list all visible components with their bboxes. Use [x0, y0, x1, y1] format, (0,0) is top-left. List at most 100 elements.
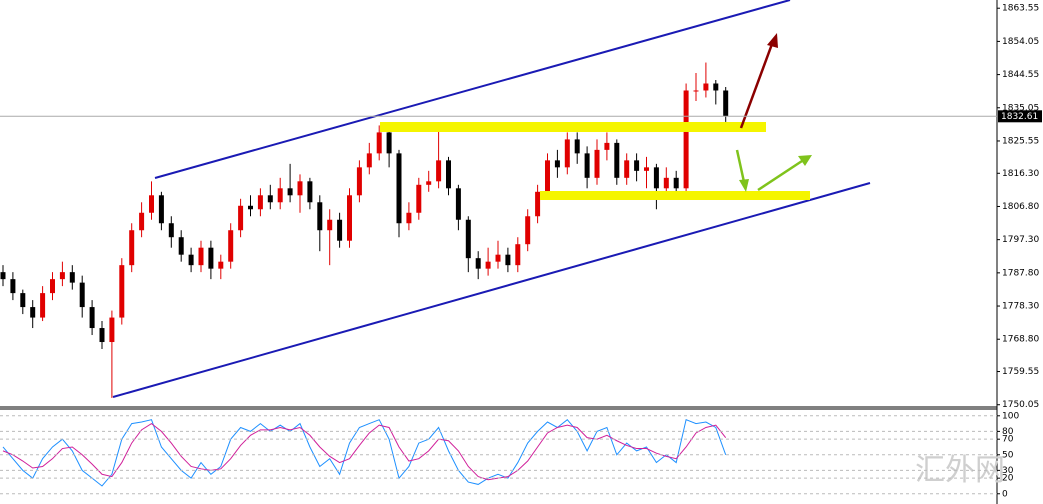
candle-body [545, 160, 550, 192]
candle-body [535, 191, 541, 217]
y-tick-label: 1759.55 [1002, 367, 1039, 377]
candle-body [703, 83, 709, 91]
candle-body [584, 153, 590, 178]
arrow-head [739, 179, 749, 192]
candle-body [713, 83, 719, 91]
channel-lower [112, 182, 871, 398]
candle-body [495, 254, 501, 262]
candle-body [40, 293, 46, 318]
oscillator-line [2, 422, 727, 481]
candle-body [624, 160, 630, 178]
candle-body [79, 282, 85, 308]
y-tick-label: 1844.55 [1002, 70, 1039, 80]
candle-body [505, 254, 511, 266]
y-tick-label: 1806.80 [1002, 202, 1039, 212]
candle-body [129, 230, 135, 266]
candle-body [396, 153, 402, 224]
oscillator [2, 419, 727, 487]
candle-body [574, 139, 580, 154]
candle-body [317, 202, 323, 231]
candle-body [89, 307, 95, 329]
y-tick-label: 1797.30 [1002, 235, 1039, 245]
candle-body [218, 261, 224, 269]
candle-body [139, 212, 145, 231]
candle-body [99, 328, 105, 343]
oscillator-line [2, 419, 727, 487]
candle-body [59, 272, 65, 280]
candle-body [168, 223, 174, 238]
y-tick-label: 100 [1002, 411, 1019, 421]
support-zone [540, 191, 810, 200]
y-tick-label: 0 [1002, 489, 1008, 499]
candle-body [455, 188, 461, 220]
arrow-up [739, 43, 774, 129]
y-tick-label: 50 [1002, 450, 1014, 460]
candle-body [594, 149, 600, 178]
candle-body [446, 160, 451, 189]
channel-upper [154, 0, 791, 179]
resistance-zone [380, 122, 766, 132]
candle-body [20, 293, 26, 308]
candle-body [327, 219, 333, 231]
candle-body [10, 279, 16, 294]
candle-body [426, 181, 432, 185]
candle-body [297, 181, 303, 196]
arrow-head [767, 33, 778, 48]
candle-body [347, 195, 352, 241]
y-tick-label: 70 [1002, 435, 1014, 445]
candle-body [188, 254, 194, 266]
arrow-head [798, 155, 812, 166]
y-tick-label: 1825.55 [1002, 136, 1039, 146]
candle-body [228, 230, 234, 262]
candle-body [257, 195, 263, 210]
candle-body [604, 142, 610, 150]
y-tick-label: 1768.80 [1002, 335, 1039, 345]
candle-body [267, 195, 273, 203]
candle-body [178, 237, 184, 255]
candle-body [614, 142, 620, 178]
candle-body [644, 167, 649, 171]
candle-body [287, 188, 293, 196]
candle-body [0, 272, 6, 280]
candle-body [416, 184, 422, 213]
candle-body [386, 132, 392, 154]
candle-body [663, 177, 669, 189]
candle-body [693, 90, 699, 92]
candle-body [525, 216, 531, 245]
candle-body [50, 279, 55, 294]
candle-body [248, 205, 253, 210]
candle-body [238, 205, 244, 231]
candle-body [30, 307, 36, 318]
candle-body [683, 90, 689, 189]
candle-body [406, 212, 412, 224]
y-tick-label: 80 [1002, 427, 1014, 437]
y-tick-label: 1854.05 [1002, 37, 1039, 47]
y-tick-label: 1863.55 [1002, 4, 1039, 14]
y-tick-label: 1835.05 [1002, 103, 1039, 113]
candle-body [356, 167, 362, 196]
candle-body [634, 160, 640, 171]
candle-body [69, 272, 75, 283]
y-tick-label: 1750.05 [1002, 400, 1039, 410]
candle-body [554, 160, 560, 168]
last-price-box [998, 110, 1042, 123]
candle-body [158, 195, 164, 224]
candle-body [436, 160, 442, 182]
candle-body [515, 244, 521, 266]
candle-body [564, 139, 570, 168]
candle-body [307, 181, 313, 203]
arrow-down [735, 149, 746, 183]
last-price-label: 1832.61 [1001, 112, 1038, 122]
candle-body [109, 317, 115, 343]
candles [0, 62, 729, 398]
candle-body [337, 219, 343, 241]
y-tick-label: 20 [1002, 474, 1014, 484]
candle-body [376, 132, 382, 154]
candle-body [208, 247, 214, 269]
y-tick-label: 1778.30 [1002, 302, 1039, 312]
candle-body [366, 153, 372, 168]
candle-body [119, 265, 125, 318]
candle-body [485, 261, 491, 269]
